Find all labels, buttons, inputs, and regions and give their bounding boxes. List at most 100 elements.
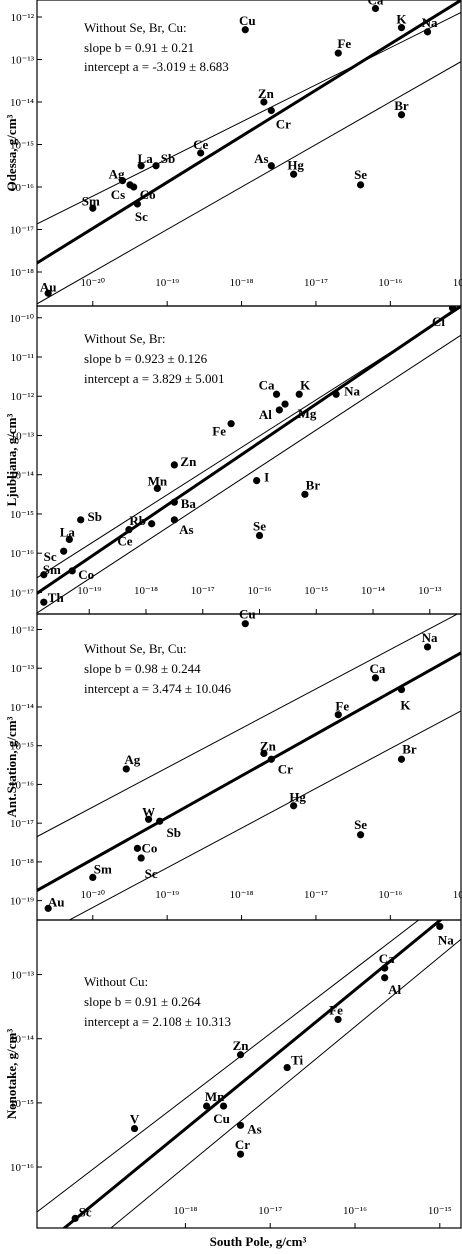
- data-point-al: [275, 406, 283, 414]
- y-tick-label: 10⁻¹⁸: [10, 857, 34, 869]
- data-point-sc: [71, 1214, 79, 1222]
- point-label-fe: Fe: [335, 699, 349, 714]
- data-point-la: [65, 535, 73, 544]
- panel-3: 10⁻¹² 10⁻¹³ 10⁻¹⁴ 10⁻¹⁵ 10⁻¹⁶ 10⁻¹⁷ 10⁻¹⁸ 10⁻¹⁹…: [4, 607, 462, 921]
- point-label-na: Na: [422, 630, 438, 645]
- point-label-se: Se: [354, 167, 367, 182]
- y-tick-label: 10⁻¹⁵: [10, 509, 34, 521]
- point-label-mn: Mn: [205, 1089, 225, 1104]
- point-label-th: Th: [48, 590, 65, 605]
- point-label-na: Na: [422, 15, 438, 30]
- data-point-na: [332, 390, 340, 398]
- x-tick-label: 10⁻¹⁸: [230, 277, 254, 289]
- point-label-la: La: [60, 524, 76, 539]
- confidence-upper: [37, 614, 459, 838]
- regression-info-line: slope b = 0.91 ± 0.21: [84, 40, 194, 55]
- point-label-as: As: [179, 522, 193, 537]
- point-label-as: As: [254, 151, 268, 166]
- data-point-cu: [219, 1102, 228, 1110]
- point-label-hg: Hg: [287, 157, 304, 172]
- regression-line: [37, 651, 461, 893]
- point-label-k: K: [396, 12, 407, 27]
- regression-info-line: Without Se, Br, Cu:: [84, 641, 187, 656]
- data-point-mg: [281, 400, 289, 408]
- data-point-i: [253, 476, 261, 485]
- panel-frame: [36, 919, 462, 1229]
- data-point-br: [397, 111, 406, 119]
- point-label-ce: Ce: [117, 534, 132, 549]
- point-label-se: Se: [253, 519, 266, 534]
- data-point-w: [144, 815, 153, 823]
- plot-area: [37, 920, 461, 1228]
- point-label-na: Na: [344, 383, 360, 398]
- x-tick-label: 10⁻¹⁷: [304, 889, 328, 901]
- y-tick-label: 10⁻¹⁹: [10, 896, 34, 908]
- regression-line: [37, 0, 461, 265]
- regression-info-line: Without Se, Br, Cu:: [84, 20, 187, 35]
- point-label-cu: Cu: [239, 13, 256, 28]
- data-point-zn: [260, 98, 268, 106]
- y-axis-label: Ljubljana, g/cm³: [4, 414, 19, 507]
- y-tick-label: 10⁻¹⁶: [10, 1162, 34, 1174]
- point-label-ca: Ca: [370, 661, 386, 676]
- y-tick-label: 10⁻¹⁰: [9, 313, 34, 325]
- regression-line: [62, 920, 443, 1228]
- point-label-k: K: [300, 377, 311, 392]
- point-label-v: V: [130, 1112, 140, 1127]
- y-tick-label: 10⁻¹⁴: [10, 470, 34, 482]
- point-label-zn: Zn: [233, 1038, 250, 1053]
- x-tick-label: 10⁻¹⁴: [361, 585, 385, 597]
- point-label-se: Se: [354, 817, 367, 832]
- data-point-v: [130, 1124, 139, 1133]
- point-label-sc: Sc: [135, 209, 148, 224]
- y-tick-label: 10⁻¹¹: [11, 352, 34, 364]
- y-tick-label: 10⁻¹⁶: [10, 548, 34, 560]
- regression-info-line: intercept a = -3.019 ± 8.683: [84, 59, 229, 74]
- regression-info-line: intercept a = 2.108 ± 10.313: [84, 1014, 231, 1029]
- data-point-fe: [334, 1015, 342, 1024]
- data-point-fe: [334, 49, 342, 57]
- point-label-mn: Mn: [148, 473, 168, 488]
- data-point-ce: [125, 526, 133, 534]
- data-point-la: [137, 162, 145, 170]
- x-tick-label: 10⁻¹⁶: [248, 585, 272, 597]
- point-label-fe: Fe: [337, 36, 351, 51]
- x-tick-label: 10⁻¹⁵: [304, 585, 328, 597]
- x-tick-label: 10⁻¹⁶: [378, 277, 402, 289]
- data-point-k: [295, 390, 303, 398]
- y-tick-label: 10⁻¹⁴: [10, 1034, 34, 1046]
- data-point-as: [267, 162, 275, 170]
- confidence-lower: [110, 938, 461, 1228]
- point-label-ca: Ca: [379, 951, 395, 966]
- regression-info-line: slope b = 0.923 ± 0.126: [84, 351, 208, 366]
- y-tick-label: 10⁻¹³: [11, 970, 35, 982]
- point-label-sm: Sm: [82, 193, 100, 208]
- confidence-upper: [37, 11, 461, 225]
- data-point-na: [423, 643, 432, 651]
- data-point-cu: [241, 26, 249, 34]
- data-point-mn: [203, 1102, 211, 1110]
- regression-info-line: intercept a = 3.474 ± 10.046: [84, 681, 231, 696]
- x-tick-label: 10⁻²⁰: [81, 277, 106, 289]
- point-label-cl: Cl: [432, 314, 445, 329]
- plot-area: [37, 0, 461, 305]
- regression-line: [37, 306, 461, 596]
- point-label-cu: Cu: [239, 607, 256, 622]
- data-point-k: [397, 685, 406, 694]
- point-label-fe: Fe: [329, 1002, 343, 1017]
- data-point-zn: [260, 749, 268, 758]
- point-label-cr: Cr: [276, 117, 291, 132]
- x-tick-label: 10⁻¹³: [418, 585, 442, 597]
- point-label-co: Co: [141, 840, 157, 855]
- data-point-co: [133, 844, 142, 852]
- data-point-ca: [371, 674, 380, 682]
- data-point-sm: [89, 204, 97, 212]
- confidence-lower: [37, 334, 461, 614]
- regression-info-line: slope b = 0.98 ± 0.244: [84, 661, 201, 676]
- data-point-ti: [283, 1063, 291, 1072]
- data-point-th: [40, 598, 48, 606]
- data-point-au: [44, 904, 52, 912]
- data-point-sb: [77, 516, 85, 524]
- point-label-ba: Ba: [181, 496, 197, 511]
